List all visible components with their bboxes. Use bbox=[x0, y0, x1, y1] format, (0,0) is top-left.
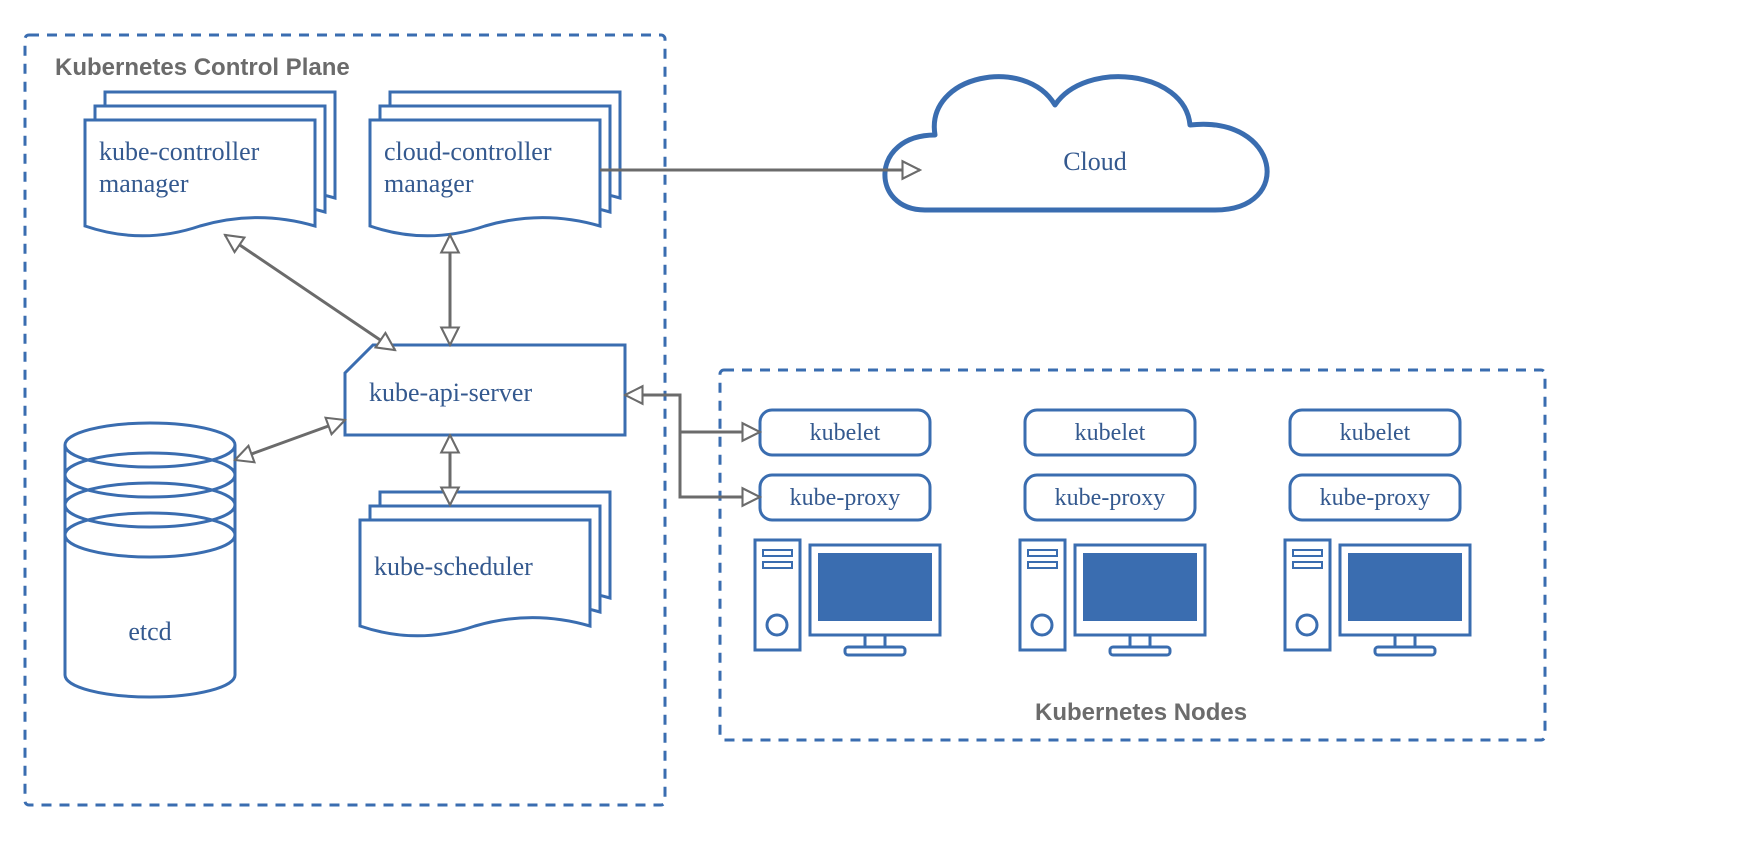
kubeproxy-label-2: kube-proxy bbox=[1320, 485, 1431, 511]
nodes-region-label: Kubernetes Nodes bbox=[1035, 699, 1247, 726]
cloud-controller-manager-label1: cloud-controller bbox=[384, 137, 552, 166]
computer-icon-0 bbox=[755, 540, 940, 655]
kube-scheduler: kube-scheduler bbox=[360, 492, 610, 636]
control-plane-region-label: Kubernetes Control Plane bbox=[55, 54, 350, 81]
arrow-kcm-to-api bbox=[225, 235, 395, 350]
kube-scheduler-label: kube-scheduler bbox=[374, 552, 533, 581]
kubeproxy-label-0: kube-proxy bbox=[790, 485, 901, 511]
kube-controller-manager-label1: kube-controller bbox=[99, 137, 260, 166]
computer-icon-2 bbox=[1285, 540, 1470, 655]
kubelet-label-1: kubelet bbox=[1075, 420, 1146, 446]
etcd-label: etcd bbox=[128, 617, 171, 646]
worker-node-2: kubelet kube-proxy bbox=[1285, 410, 1470, 655]
kubelet-label-0: kubelet bbox=[810, 420, 881, 446]
kubelet-label-2: kubelet bbox=[1340, 420, 1411, 446]
arrow-etcd-to-api bbox=[235, 420, 345, 460]
kubeproxy-label-1: kube-proxy bbox=[1055, 485, 1166, 511]
kube-api-server-label: kube-api-server bbox=[369, 378, 532, 407]
worker-node-1: kubelet kube-proxy bbox=[1020, 410, 1205, 655]
worker-node-0: kubelet kube-proxy bbox=[755, 410, 940, 655]
kube-controller-manager-label2: manager bbox=[99, 169, 189, 198]
cloud-label: Cloud bbox=[1063, 147, 1127, 176]
cloud-controller-manager-label2: manager bbox=[384, 169, 474, 198]
cloud: Cloud bbox=[885, 77, 1267, 210]
computer-icon-1 bbox=[1020, 540, 1205, 655]
cloud-controller-manager: cloud-controller manager bbox=[370, 92, 620, 236]
arrow-api-to-kubelet bbox=[625, 395, 760, 432]
etcd: etcd bbox=[65, 423, 235, 697]
kube-controller-manager: kube-controller manager bbox=[85, 92, 335, 236]
